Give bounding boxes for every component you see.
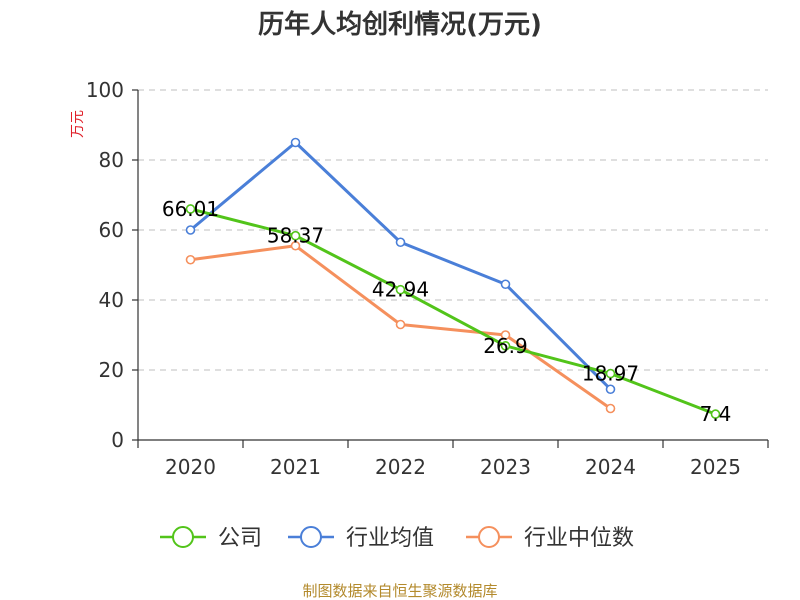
y-tick-label: 40 [99,288,124,312]
legend-label: 行业中位数 [524,526,634,551]
x-tick-label: 2021 [270,455,321,479]
series-point [605,384,616,395]
series-point [605,403,616,414]
series-point [290,137,301,148]
data-labels: 66.01 58.37 42.94 26.9 18.97 7.4 [162,197,732,426]
series-point [500,330,511,340]
y-tick-label: 20 [99,358,124,382]
data-label: 26.9 [483,334,528,358]
y-tick-label: 0 [111,428,124,452]
legend-swatch-marker [478,526,500,548]
series-point [500,279,511,290]
series-point [185,254,196,265]
series-point [395,284,406,295]
x-tick-label: 2025 [690,455,741,479]
legend-swatch-marker [300,526,322,548]
y-tick-label: 60 [99,218,124,242]
data-label: 18.97 [582,362,639,386]
y-axis-label: 万元 [70,110,86,138]
y-tick-label: 100 [86,78,124,102]
legend-item[interactable]: 行业中位数 [466,526,634,551]
data-label: 7.4 [700,402,732,426]
x-tick-label: 2024 [585,455,636,479]
axes: 0 20 40 60 80 100 2020 2021 2022 2023 2024 2025 [86,78,769,479]
series-point [500,341,511,351]
series-point [290,230,301,241]
series-point [185,204,196,214]
legend-item[interactable]: 行业均值 [288,526,434,551]
series-line-0 [190,207,717,416]
legend-item[interactable]: 公司 [160,526,262,551]
series-layer [185,137,721,419]
x-tick-label: 2020 [165,455,216,479]
series-point [395,319,406,330]
y-tick-label: 80 [99,148,124,172]
series-point [395,237,406,248]
legend-label: 公司 [218,526,262,551]
legend-label: 行业均值 [346,526,434,551]
series-point [605,368,616,379]
series-point [290,240,301,251]
series-point [185,225,196,235]
x-tick-label: 2022 [375,455,426,479]
data-label: 58.37 [267,224,324,248]
series-point [710,409,721,419]
chart-title: 历年人均创利情况(万元) [258,9,542,40]
data-label: 42.94 [372,278,429,302]
grid-lines [138,89,768,371]
source-note: 制图数据来自恒生聚源数据库 [302,582,497,600]
data-label: 66.01 [162,197,219,221]
x-tick-label: 2023 [480,455,531,479]
series-line-1 [189,141,612,391]
legend[interactable]: 公司 行业均值 行业中位数 [160,526,634,551]
legend-swatch-marker [172,526,194,548]
